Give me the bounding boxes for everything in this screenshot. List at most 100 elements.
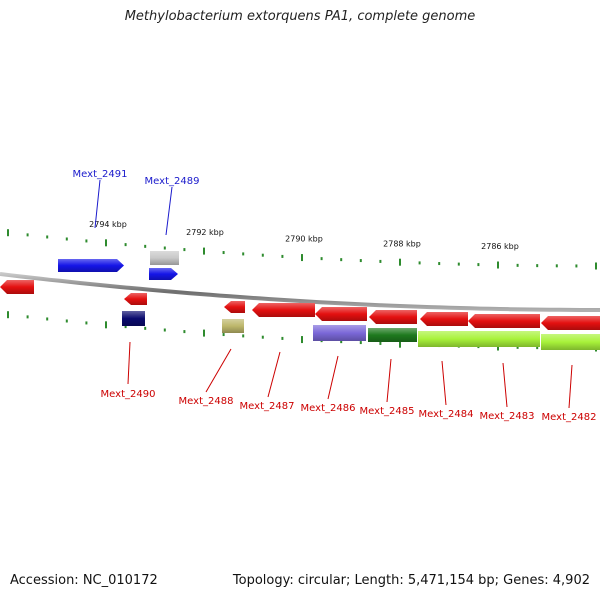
inner-tick [85,321,88,325]
tick-label: 2790 kbp [285,235,323,244]
inner-tick [497,343,499,351]
outer-tick [163,246,166,250]
label-leader-line [267,351,281,398]
gene-arrow-mext_2483[interactable] [468,314,540,328]
gene-label-mext_2484[interactable]: Mext_2484 [419,409,474,420]
inner-tick [359,341,362,345]
inner-tick [516,345,519,349]
label-leader-line [127,341,131,385]
outer-tick [457,262,460,266]
feature-lime-1[interactable] [418,331,540,347]
gene-label-mext_2482[interactable]: Mext_2482 [542,412,597,423]
gene-label-mext_2491[interactable]: Mext_2491 [73,169,128,180]
page-title: Methylobacterium extorquens PA1, complet… [124,9,476,24]
gene-arrow-mext_2484[interactable] [420,312,468,326]
outer-tick [203,247,205,255]
outer-tick [124,243,127,247]
outer-tick [340,258,343,262]
gene-label-mext_2485[interactable]: Mext_2485 [360,406,415,417]
gene-arrow-mext_2488[interactable] [224,301,245,313]
inner-tick [7,311,9,319]
inner-tick [183,330,186,334]
inner-tick [379,341,382,345]
gene-label-mext_2487[interactable]: Mext_2487 [240,401,295,412]
inner-tick [242,334,245,338]
label-leader-line [568,364,573,409]
outer-tick [144,244,147,248]
outer-tick [516,263,519,267]
outer-tick [595,262,597,270]
feature-navy[interactable] [122,311,145,326]
gene-label-mext_2489[interactable]: Mext_2489 [145,176,200,187]
gene-arrow-mext_2491[interactable] [58,259,124,272]
feature-grey[interactable] [150,251,179,265]
label-leader-line [327,355,339,400]
inner-tick [340,340,343,344]
feature-slateblue[interactable] [313,325,366,341]
outer-tick [320,257,323,261]
gene-arrow-mext_2490[interactable] [124,293,147,305]
outer-tick [497,261,499,269]
gene-label-mext_2488[interactable]: Mext_2488 [179,396,234,407]
label-leader-line [94,179,101,229]
label-leader-line [205,348,232,393]
tick-label: 2794 kbp [89,220,127,229]
inner-tick [65,319,68,323]
inner-tick [105,321,107,329]
tick-label: 2792 kbp [186,228,224,237]
outer-tick [7,229,9,237]
inner-tick [203,329,205,337]
inner-tick [222,333,225,337]
inner-tick [261,335,264,339]
feature-khaki[interactable] [222,319,244,333]
inner-tick [26,315,29,319]
gene-label-mext_2483[interactable]: Mext_2483 [480,411,535,422]
outer-tick [575,264,578,268]
gene-arrow-mext_2489[interactable] [149,268,178,280]
outer-tick [555,264,558,268]
outer-tick [379,259,382,263]
gene-arrow-mext_2485[interactable] [369,310,417,324]
outer-tick [281,254,284,258]
outer-tick [105,239,107,247]
label-leader-line [502,362,508,408]
label-leader-line [165,186,173,236]
inner-tick [46,317,49,321]
outer-tick [261,253,264,257]
outer-tick [65,237,68,241]
label-leader-line [386,358,392,403]
genome-backbone [0,272,600,312]
outer-tick [477,263,480,267]
inner-tick [536,346,539,350]
feature-lime-2[interactable] [541,334,600,350]
tick-label: 2788 kbp [383,239,421,248]
gene-arrow-mext_2486[interactable] [315,307,367,321]
gene-label-mext_2486[interactable]: Mext_2486 [301,403,356,414]
gene-arrow-mext_2482[interactable] [541,316,600,330]
outer-tick [85,239,88,243]
outer-tick [301,254,303,262]
inner-tick [144,326,147,330]
outer-tick [536,264,539,268]
inner-tick [163,328,166,332]
inner-tick [301,336,303,344]
inner-tick [399,340,401,348]
outer-tick [46,235,49,239]
label-leader-line [441,360,447,406]
outer-tick [399,258,401,266]
outer-tick [359,259,362,263]
accession-text: Accession: NC_010172 [10,573,158,588]
feature-darkgreen[interactable] [368,328,417,342]
outer-tick [26,233,29,237]
genome-summary-text: Topology: circular; Length: 5,471,154 bp… [232,573,590,588]
gene-label-mext_2490[interactable]: Mext_2490 [101,389,156,400]
gene-arrow-partial[interactable] [0,280,34,294]
gene-arrow-mext_2487[interactable] [252,303,315,317]
inner-tick [281,336,284,340]
outer-tick [418,261,421,265]
outer-tick [222,251,225,255]
outer-tick [242,252,245,256]
outer-tick [183,248,186,252]
tick-label: 2786 kbp [481,242,519,251]
